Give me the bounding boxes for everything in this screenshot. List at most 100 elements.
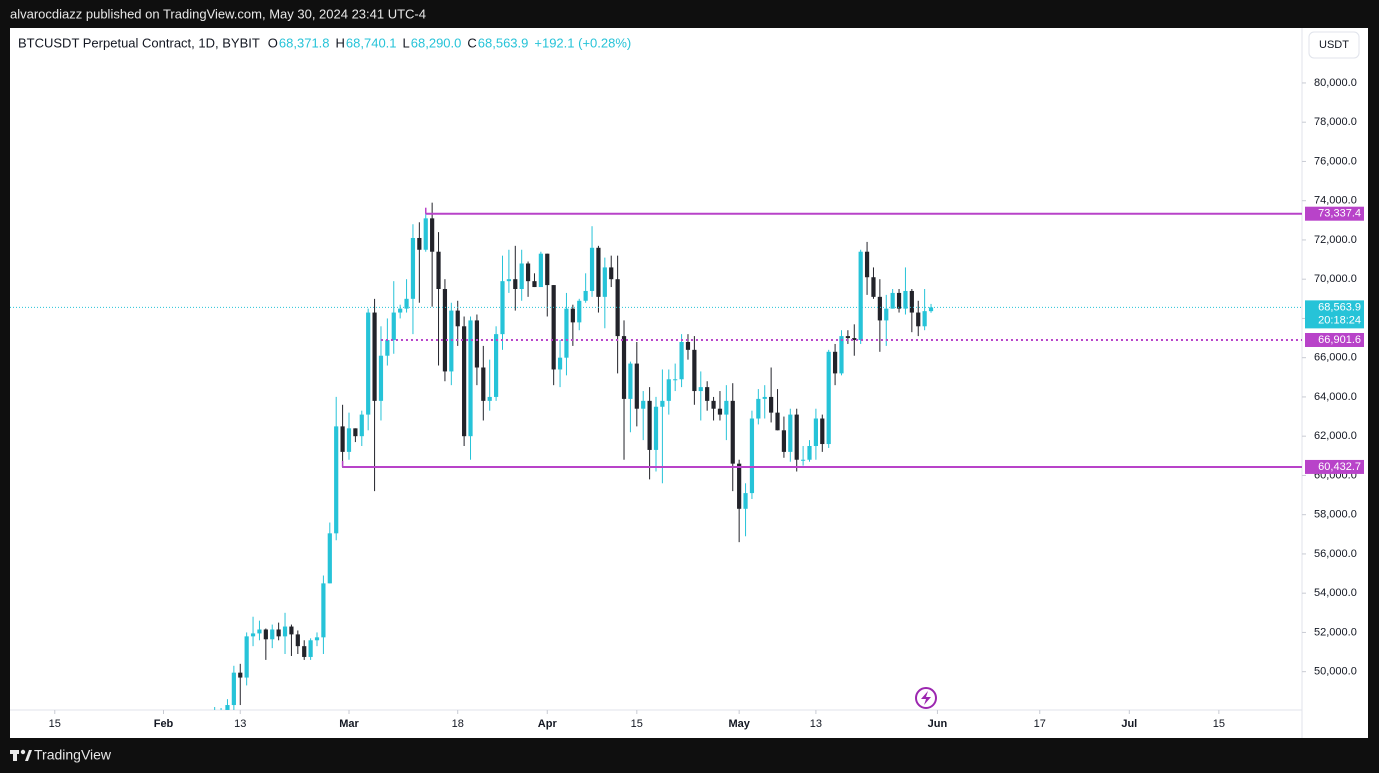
candle-body <box>801 459 806 461</box>
ohlc-value: 68,371.8 <box>279 35 330 50</box>
candle-body <box>673 379 678 381</box>
x-tick-label: Jun <box>928 718 948 730</box>
candle-body <box>845 336 850 339</box>
candle-body <box>334 426 339 534</box>
replay-icon[interactable] <box>915 687 937 709</box>
candle-body <box>462 326 467 437</box>
y-tick-label: 78,000.0 <box>1314 116 1357 128</box>
candle-body <box>730 400 735 464</box>
candle-body <box>807 445 812 460</box>
candle-body <box>570 308 575 323</box>
candle-body <box>289 626 294 635</box>
candle-body <box>225 705 230 710</box>
candle-body <box>353 428 358 437</box>
candle-body <box>302 646 307 657</box>
y-tick-label: 76,000.0 <box>1314 155 1357 167</box>
candle-body <box>628 363 633 399</box>
candle-body <box>928 307 934 312</box>
candle-body <box>385 340 390 356</box>
candle-body <box>647 400 652 450</box>
candle-body <box>896 292 902 309</box>
candle-body <box>474 320 480 368</box>
candle-body <box>788 414 793 452</box>
level-label-bg <box>1305 206 1364 221</box>
candle-body <box>346 428 352 452</box>
candle-body <box>545 253 550 286</box>
candle-body <box>756 398 761 419</box>
candle-body <box>398 308 403 313</box>
x-tick-label: Apr <box>538 718 558 730</box>
level-label-bg <box>1305 332 1364 347</box>
x-tick-label: Feb <box>154 718 174 730</box>
candle-body <box>327 533 332 584</box>
candle-body <box>589 247 595 291</box>
candle-body <box>609 267 614 280</box>
y-tick-label: 64,000.0 <box>1314 391 1357 403</box>
candle-body <box>749 418 755 494</box>
candle-body <box>743 493 748 509</box>
candle-body <box>436 251 441 290</box>
x-tick-label: 15 <box>49 718 61 730</box>
candle-body <box>404 298 409 309</box>
y-tick-label: 72,000.0 <box>1314 234 1357 246</box>
y-tick-label: 54,000.0 <box>1314 587 1357 599</box>
x-tick-label: 13 <box>234 718 246 730</box>
candle-body <box>922 311 927 327</box>
candle-body <box>481 367 486 401</box>
candle-body <box>641 400 646 409</box>
candle-body <box>839 336 844 374</box>
candle-body <box>890 292 895 309</box>
candle-body <box>321 583 326 638</box>
candle-body <box>564 308 569 358</box>
candle-body <box>794 414 799 460</box>
last-price-label-bg <box>1305 300 1364 329</box>
candle-body <box>366 312 371 415</box>
candle-body <box>666 379 671 401</box>
candle-body <box>717 408 723 415</box>
candle-body <box>270 629 275 640</box>
candle-body <box>832 351 838 374</box>
candle-body <box>468 320 473 437</box>
candle-body <box>724 400 729 415</box>
candle-body <box>359 414 364 437</box>
candle-body <box>903 290 908 309</box>
currency-button[interactable] <box>1308 31 1360 59</box>
candle-body <box>506 279 511 282</box>
ohlc-value: 68,290.0 <box>411 35 462 50</box>
price-change: +192.1 (+0.28%) <box>534 35 631 50</box>
candle-body <box>314 637 320 641</box>
candle-body <box>513 279 518 290</box>
candle-body <box>378 355 384 401</box>
last-price-label: 68,563.9 <box>1318 301 1361 313</box>
countdown-label: 20:18:24 <box>1318 314 1361 326</box>
candle-body <box>538 253 543 288</box>
candle-body <box>621 336 627 399</box>
candle-body <box>775 412 780 431</box>
candle-body <box>852 338 857 341</box>
x-tick-label: 15 <box>631 718 643 730</box>
candle-body <box>295 634 300 647</box>
x-tick-label: 18 <box>452 718 464 730</box>
candle-body <box>276 629 281 637</box>
candle-body <box>577 300 582 323</box>
ohlc-key: O <box>268 35 278 50</box>
candle-body <box>871 277 876 297</box>
candle-body <box>410 237 416 299</box>
y-tick-label: 66,000.0 <box>1314 352 1357 364</box>
candle-body <box>493 334 499 397</box>
candle-body <box>557 357 563 370</box>
x-tick-label: Jul <box>1121 718 1137 730</box>
candle-body <box>737 463 742 509</box>
candle-body <box>653 406 659 450</box>
y-tick-label: 50,000.0 <box>1314 666 1357 678</box>
candle-body <box>660 400 665 407</box>
candle-body <box>769 396 774 413</box>
currency-label[interactable]: USDT <box>1319 39 1349 51</box>
y-tick-label: 70,000.0 <box>1314 273 1357 285</box>
x-tick-label: 15 <box>1213 718 1225 730</box>
candle-body <box>679 341 684 380</box>
candle-body <box>231 672 236 706</box>
candle-body <box>551 285 556 370</box>
